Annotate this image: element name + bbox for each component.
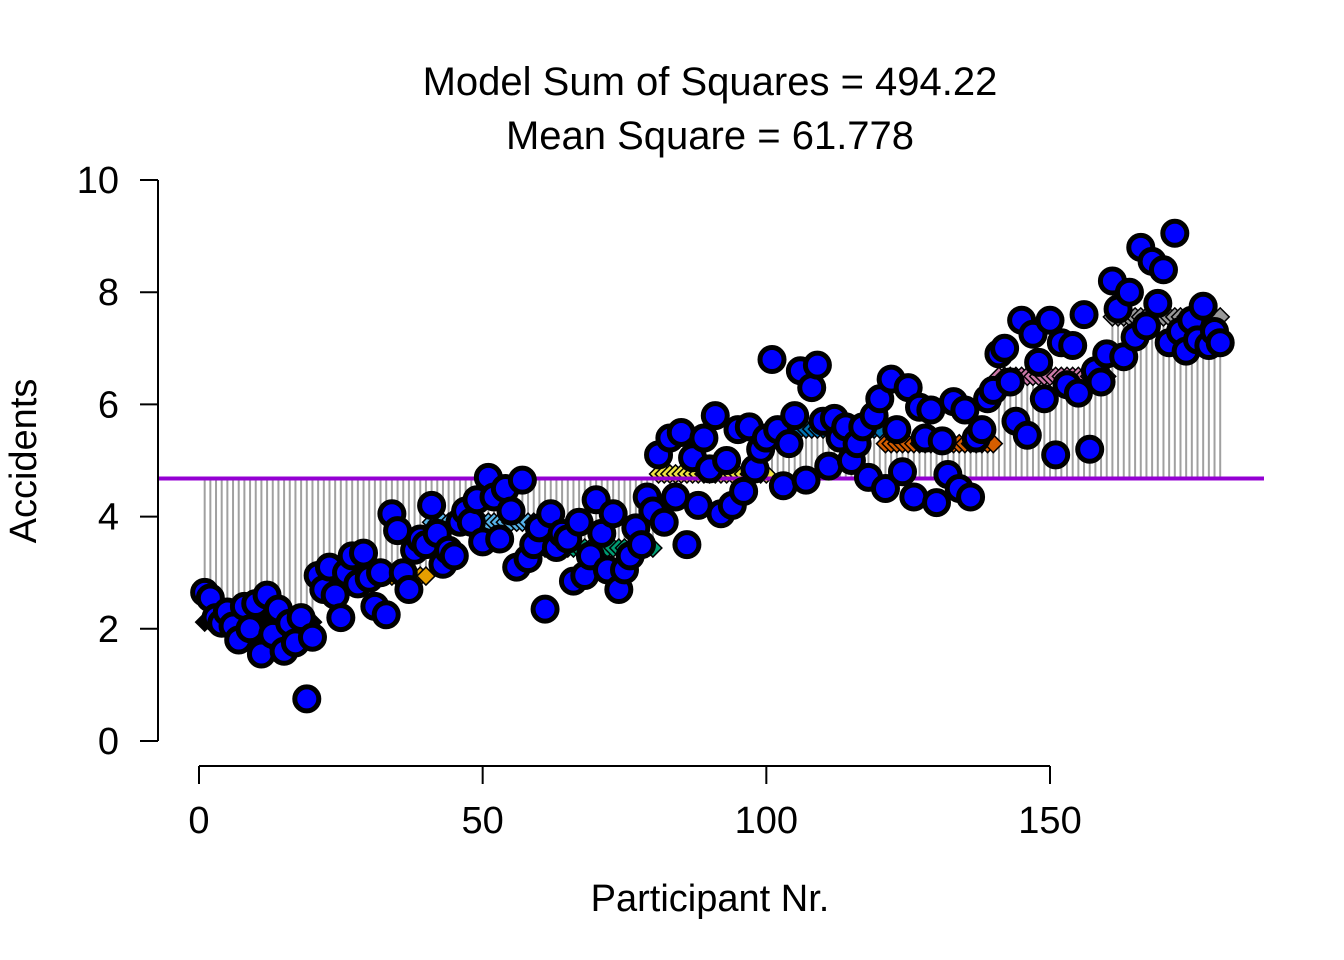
data-point bbox=[507, 465, 537, 495]
data-point bbox=[297, 622, 327, 652]
data-point bbox=[802, 350, 832, 380]
data-point bbox=[439, 541, 469, 571]
data-point bbox=[292, 684, 322, 714]
chart-title: Model Sum of Squares = 494.22 bbox=[423, 60, 998, 104]
data-point bbox=[689, 423, 719, 453]
data-point bbox=[1160, 218, 1190, 248]
y-tick-label: 10 bbox=[77, 160, 119, 202]
data-point bbox=[564, 507, 594, 537]
data-point bbox=[757, 345, 787, 375]
data-point bbox=[649, 507, 679, 537]
x-tick-label: 50 bbox=[462, 800, 504, 842]
data-point bbox=[235, 614, 265, 644]
data-point bbox=[887, 457, 917, 487]
data-point bbox=[485, 524, 515, 554]
data-point bbox=[1075, 434, 1105, 464]
data-point bbox=[950, 395, 980, 425]
data-point bbox=[1188, 291, 1218, 321]
x-tick-label: 100 bbox=[735, 800, 798, 842]
data-point bbox=[1012, 420, 1042, 450]
data-points bbox=[190, 218, 1235, 714]
data-point bbox=[627, 530, 657, 560]
y-axis-label: Accidents bbox=[3, 379, 45, 544]
y-tick-label: 2 bbox=[98, 609, 119, 651]
data-point bbox=[1148, 255, 1178, 285]
y-axis: 0 2 4 6 8 10 bbox=[77, 160, 159, 763]
data-point bbox=[1114, 277, 1144, 307]
data-point bbox=[927, 426, 957, 456]
data-point bbox=[1058, 330, 1088, 360]
data-point bbox=[712, 446, 742, 475]
data-point bbox=[326, 603, 356, 633]
y-tick-label: 0 bbox=[98, 721, 119, 763]
data-point bbox=[1131, 311, 1161, 341]
y-tick-label: 4 bbox=[98, 497, 119, 539]
data-point bbox=[371, 600, 401, 630]
data-point bbox=[791, 465, 821, 495]
y-tick-label: 6 bbox=[98, 384, 119, 426]
data-point bbox=[417, 490, 447, 520]
data-point bbox=[882, 415, 912, 445]
data-point bbox=[1035, 305, 1065, 335]
x-tick-label: 0 bbox=[188, 800, 209, 842]
data-point bbox=[899, 482, 929, 512]
data-point bbox=[666, 417, 696, 447]
chart-subtitle: Mean Square = 61.778 bbox=[506, 114, 914, 158]
x-axis: 0 50 100 150 bbox=[188, 765, 1082, 842]
data-point bbox=[729, 476, 759, 506]
data-point bbox=[956, 482, 986, 512]
data-point bbox=[1205, 328, 1235, 358]
data-point bbox=[922, 488, 952, 518]
data-point bbox=[990, 333, 1020, 363]
data-point bbox=[967, 415, 997, 445]
data-point bbox=[768, 471, 798, 501]
data-point bbox=[1143, 288, 1173, 318]
x-tick-label: 150 bbox=[1018, 800, 1081, 842]
data-point bbox=[1063, 378, 1093, 408]
data-point bbox=[774, 429, 804, 459]
x-axis-label: Participant Nr. bbox=[591, 878, 830, 920]
data-point bbox=[1086, 367, 1116, 397]
data-point bbox=[780, 401, 810, 431]
data-point bbox=[598, 499, 628, 529]
data-point bbox=[530, 594, 560, 624]
y-tick-label: 8 bbox=[98, 272, 119, 314]
data-point bbox=[496, 496, 526, 526]
data-point bbox=[1069, 300, 1099, 330]
data-point bbox=[814, 451, 844, 481]
data-point bbox=[700, 401, 730, 431]
data-point bbox=[672, 530, 702, 560]
data-point bbox=[870, 474, 900, 504]
data-point bbox=[1041, 440, 1071, 470]
data-point bbox=[394, 575, 424, 605]
data-point bbox=[1024, 347, 1054, 377]
data-point bbox=[995, 367, 1025, 397]
data-point bbox=[1029, 384, 1059, 414]
